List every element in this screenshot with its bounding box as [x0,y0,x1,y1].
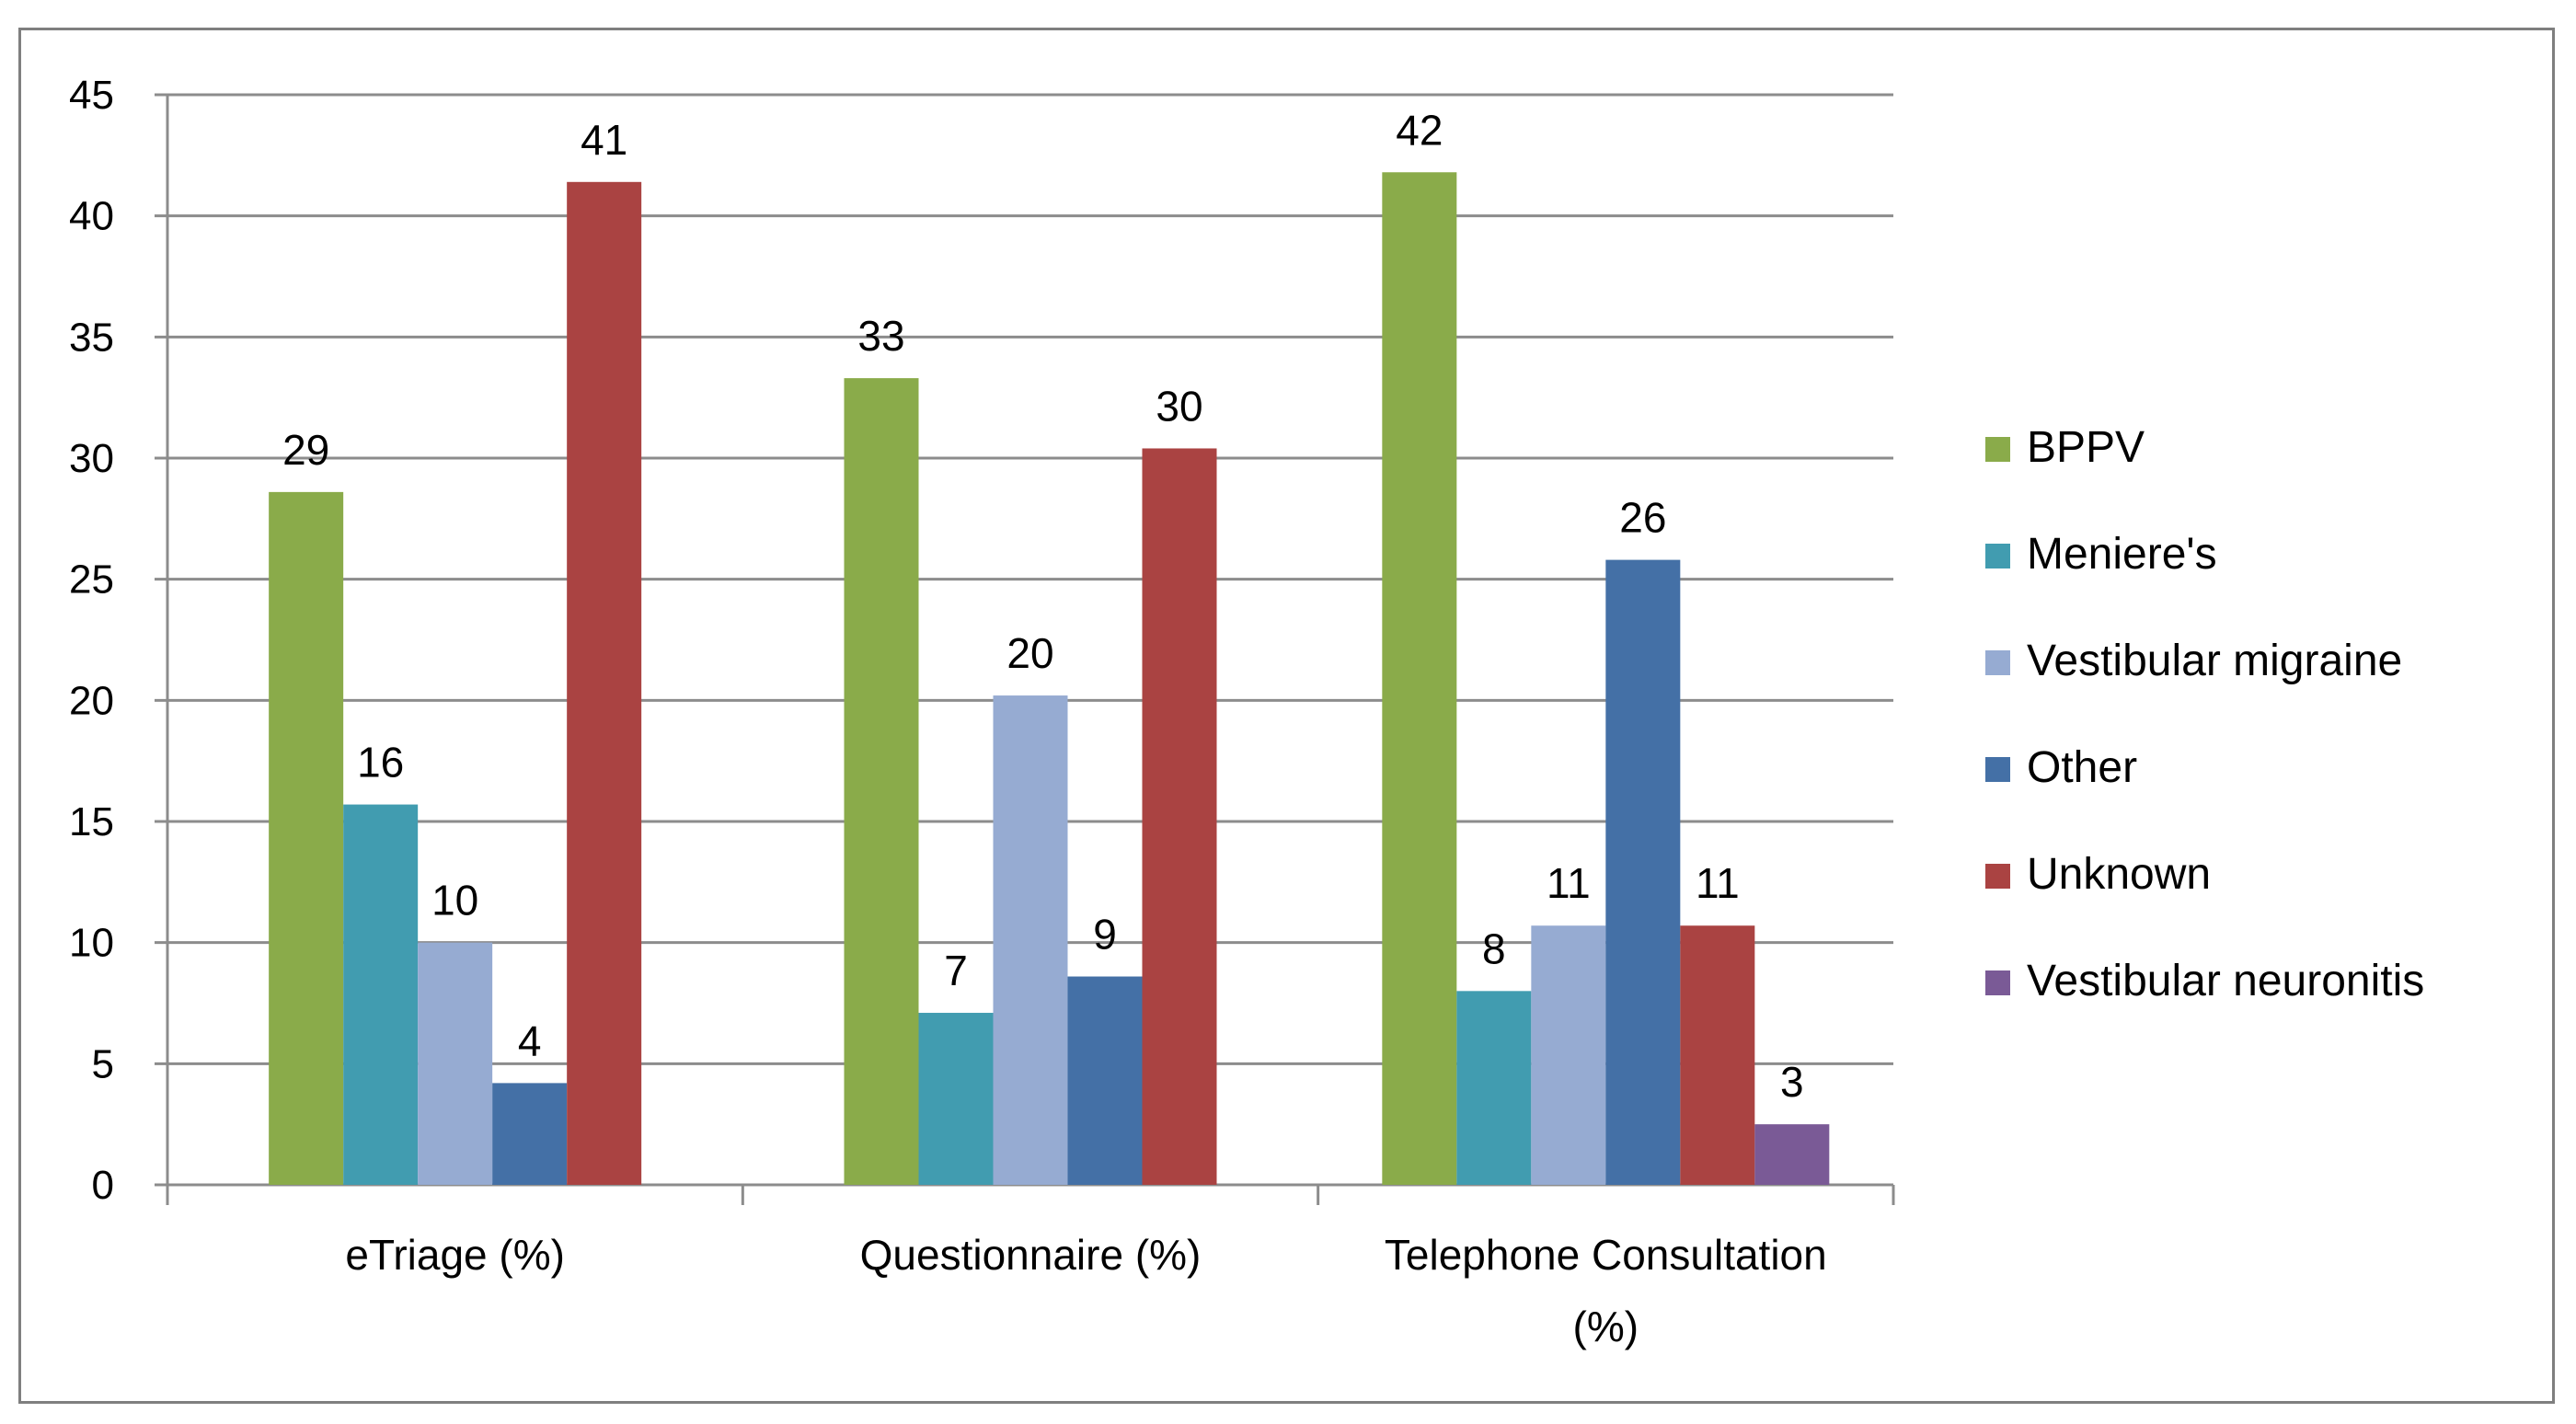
x-category-sublabel: (%) [1573,1303,1639,1350]
legend-label: Meniere's [2027,530,2217,579]
y-tick-label: 30 [69,436,114,481]
bar [567,181,642,1185]
bar [269,491,344,1185]
x-category-label: eTriage (%) [345,1231,565,1279]
bar [1382,172,1457,1186]
y-tick-label: 10 [69,921,114,966]
legend-label: Vestibular neuronitis [2027,957,2424,1005]
bar [343,804,419,1185]
bar [1605,559,1681,1185]
legend: BPPV Meniere's Vestibular migraine Other Unk… [1985,423,2424,1005]
data-label: 7 [944,947,968,994]
data-label: 20 [1006,629,1053,677]
data-label: 42 [1396,106,1443,154]
data-label: 4 [518,1016,542,1064]
legend-swatch [1985,864,2010,889]
legend-swatch [1985,437,2010,462]
bar [1456,991,1532,1185]
bars [269,172,1830,1186]
data-label: 11 [1547,859,1591,907]
bar [418,942,493,1185]
data-label: 30 [1156,382,1202,430]
bar [1680,925,1755,1185]
data-label: 16 [357,739,404,787]
bar [918,1013,994,1185]
data-label: 11 [1696,859,1740,907]
data-label: 9 [1093,911,1117,959]
data-label: 33 [857,312,904,360]
legend-label: Other [2027,743,2137,792]
bar [1754,1124,1830,1185]
bar [1067,976,1143,1185]
legend-label: BPPV [2027,423,2145,472]
data-label: 26 [1619,494,1666,542]
bar [844,378,919,1186]
y-tick-label: 40 [69,194,114,239]
x-category-label: Questionnaire (%) [860,1231,1202,1279]
legend-label: Vestibular migraine [2027,637,2402,685]
data-label: 41 [581,116,627,164]
bar [1531,925,1606,1185]
y-tick-label: 15 [69,799,114,844]
y-tick-label: 35 [69,315,114,360]
data-label: 29 [282,426,329,474]
y-tick-label: 25 [69,557,114,603]
y-tick-label: 5 [92,1041,114,1086]
data-label: 3 [1780,1058,1804,1106]
data-label: 8 [1482,924,1506,972]
legend-swatch [1985,970,2010,995]
bar [492,1083,568,1185]
bar [993,695,1068,1185]
bar [1142,448,1217,1185]
y-tick-label: 45 [69,73,114,118]
legend-swatch [1985,544,2010,568]
y-tick-label: 20 [69,678,114,723]
data-label: 10 [431,877,478,924]
y-tick-label: 0 [92,1163,114,1208]
legend-swatch [1985,650,2010,675]
legend-swatch [1985,757,2010,782]
x-category-label: Telephone Consultation [1385,1231,1827,1279]
legend-label: Unknown [2027,850,2211,899]
data-labels: 29 16 10 4 41 33 7 20 9 30 42 8 11 26 11 3 [282,106,1804,1106]
